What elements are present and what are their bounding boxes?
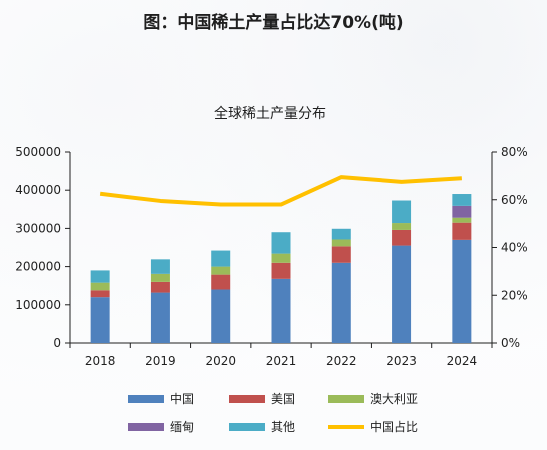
chart-bars bbox=[90, 194, 472, 343]
legend-swatch bbox=[229, 395, 265, 403]
bar-segment bbox=[271, 232, 291, 254]
bar-segment bbox=[452, 205, 472, 218]
legend-swatch bbox=[328, 395, 364, 403]
bar-segment bbox=[271, 262, 291, 279]
bar-segment bbox=[150, 259, 170, 274]
y2-tick-label: 20% bbox=[501, 288, 528, 302]
y-tick-label: 0 bbox=[53, 336, 61, 350]
legend-label: 澳大利亚 bbox=[370, 392, 418, 406]
bar-segment bbox=[452, 222, 472, 240]
bar-segment bbox=[211, 274, 231, 290]
bar-segment bbox=[90, 270, 110, 283]
x-tick-label: 2021 bbox=[266, 354, 297, 368]
legend-label: 缅甸 bbox=[170, 420, 194, 434]
legend-swatch bbox=[128, 423, 164, 431]
y-tick-label: 200000 bbox=[15, 260, 61, 274]
bar-segment bbox=[331, 239, 351, 247]
bar-segment bbox=[392, 245, 412, 343]
bar-segment bbox=[331, 228, 351, 240]
legend-swatch bbox=[229, 423, 265, 431]
legend-label: 美国 bbox=[271, 392, 295, 406]
y-tick-label: 100000 bbox=[15, 298, 61, 312]
bar-segment bbox=[392, 229, 412, 246]
bar-segment bbox=[452, 217, 472, 223]
bar-segment bbox=[90, 282, 110, 291]
y-tick-label: 300000 bbox=[15, 221, 61, 235]
bar-segment bbox=[452, 239, 472, 343]
legend-label: 中国 bbox=[170, 391, 194, 406]
y2-tick-label: 0% bbox=[501, 336, 520, 350]
bar-segment bbox=[90, 297, 110, 343]
chart-axes: 0 100000 200000 300000 400000 500000 0% 20% 40% 6… bbox=[15, 145, 527, 368]
bar-segment bbox=[271, 278, 291, 343]
legend-label: 其他 bbox=[271, 420, 295, 434]
x-tick-label: 2018 bbox=[85, 354, 116, 368]
bar-segment bbox=[211, 289, 231, 343]
x-tick-label: 2022 bbox=[326, 354, 357, 368]
bar-segment bbox=[90, 290, 110, 298]
y-tick-label: 500000 bbox=[15, 145, 61, 159]
x-tick-label: 2024 bbox=[447, 354, 478, 368]
bar-segment bbox=[271, 253, 291, 263]
bar-segment bbox=[452, 194, 472, 206]
y2-tick-label: 60% bbox=[501, 193, 528, 207]
bar-segment bbox=[150, 292, 170, 343]
bar-segment bbox=[150, 273, 170, 282]
chart-title: 全球稀土产量分布 bbox=[214, 105, 326, 122]
bar-segment bbox=[150, 281, 170, 293]
legend-label: 中国占比 bbox=[370, 419, 418, 434]
bar-segment bbox=[392, 223, 412, 230]
x-tick-label: 2020 bbox=[205, 354, 236, 368]
y2-tick-label: 80% bbox=[501, 145, 528, 159]
chart-line bbox=[99, 175, 462, 207]
bar-segment bbox=[211, 266, 231, 275]
bar-segment bbox=[211, 250, 231, 267]
page-headline: 图：中国稀土产量占比达70%(吨) bbox=[143, 13, 404, 33]
line-series-china-share bbox=[99, 175, 462, 207]
bar-segment bbox=[392, 200, 412, 224]
y2-tick-label: 40% bbox=[501, 241, 528, 255]
bar-segment bbox=[331, 262, 351, 343]
legend-swatch bbox=[128, 395, 164, 403]
x-tick-label: 2023 bbox=[386, 354, 417, 368]
x-tick-label: 2019 bbox=[145, 354, 176, 368]
bar-segment bbox=[331, 246, 351, 263]
y-tick-label: 400000 bbox=[15, 183, 61, 197]
